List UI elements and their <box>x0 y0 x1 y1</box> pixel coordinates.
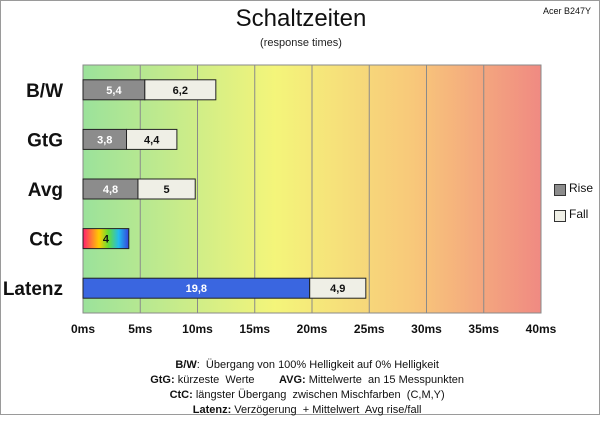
x-tick-label: 5ms <box>128 322 152 336</box>
data-label-rise-gtg: 3,8 <box>97 134 112 146</box>
category-label-latenz: Latenz <box>3 279 63 300</box>
caption-avg-term: AVG: <box>278 374 306 386</box>
caption-bw-term: B/W <box>175 359 197 371</box>
x-tick-label: 20ms <box>297 322 328 336</box>
data-label-fall-avg: 5 <box>164 184 170 196</box>
bar-fall-avg <box>137 178 196 200</box>
x-tick-label: 30ms <box>411 322 442 336</box>
caption-bw-text: : Übergang von 100% Helligkeit auf 0% He… <box>196 359 439 371</box>
x-tick-label: 15ms <box>239 322 270 336</box>
caption-line-gtg-avg: GtG: kürzeste Werte AVG: Mittelwerte an … <box>1 362 600 398</box>
x-tick-label: 25ms <box>354 322 385 336</box>
x-tick-label: 0ms <box>71 322 95 336</box>
data-label-rise-bw: 5,4 <box>106 85 122 97</box>
caption-ctc-term: CtC: <box>169 389 193 401</box>
legend-swatch-fall <box>554 210 566 222</box>
x-tick-label: 40ms <box>526 322 557 336</box>
legend-label-fall: Fall <box>569 207 589 221</box>
legend-label-rise: Rise <box>569 181 594 195</box>
bar-rise-ctc <box>82 228 130 250</box>
caption-latenz-text: Verzögerung + Mittelwert Avg rise/fall <box>231 404 422 416</box>
bar-fall-latenz <box>309 277 367 299</box>
category-label-ctc: CtC <box>29 230 63 251</box>
chart: Schaltzeiten (response times) Acer B247Y… <box>0 0 600 416</box>
bar-fall-gtg <box>126 128 178 150</box>
data-label-fall-gtg: 4,4 <box>144 134 160 146</box>
caption-avg-text: Mittelwerte an 15 Messpunkten <box>305 374 465 386</box>
x-tick-label: 35ms <box>468 322 499 336</box>
chart-title: Schaltzeiten <box>235 5 367 32</box>
data-label-fall-bw: 6,2 <box>173 85 188 97</box>
caption-gtg-text: kürzeste Werte <box>174 374 279 386</box>
bar-fall-bw <box>144 79 217 101</box>
data-label-fall-latenz: 4,9 <box>330 283 345 295</box>
caption-line-bw: B/W: Übergang von 100% Helligkeit auf 0%… <box>1 347 600 383</box>
caption-latenz-term: Latenz: <box>192 404 232 416</box>
data-label-rise-latenz: 19,8 <box>186 283 207 295</box>
legend-swatch-rise <box>554 184 566 196</box>
category-label-gtg: GtG <box>27 130 63 151</box>
plot-area: 0ms 5ms 10ms 15ms 20ms 25ms 30ms 35ms 40ms B/W 5,4… <box>3 64 557 336</box>
data-label-rise-ctc: 4 <box>103 234 110 246</box>
monitor-model: Acer B247Y <box>542 6 591 16</box>
caption-gtg-term: GtG: <box>150 374 175 386</box>
category-label-avg: Avg <box>28 180 63 201</box>
category-label-bw: B/W <box>26 81 63 102</box>
data-label-rise-avg: 4,8 <box>103 184 118 196</box>
chart-subtitle: (response times) <box>260 37 342 49</box>
caption-line-latenz: Latenz: Verzögerung + Mittelwert Avg ris… <box>1 392 600 428</box>
caption-line-ctc: CtC: längster Übergang zwischen Mischfar… <box>1 377 600 413</box>
x-tick-label: 10ms <box>182 322 213 336</box>
caption-ctc-text: längster Übergang zwischen Mischfarben (… <box>192 389 445 401</box>
